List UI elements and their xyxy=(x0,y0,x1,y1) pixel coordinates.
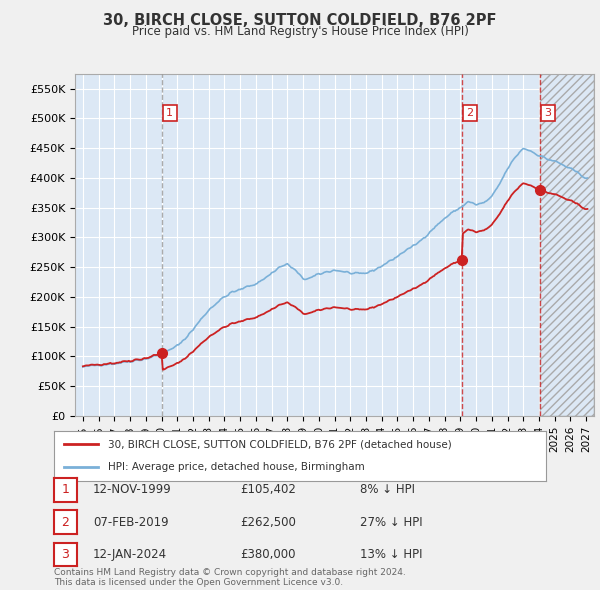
Text: 12-NOV-1999: 12-NOV-1999 xyxy=(93,483,172,496)
Text: £262,500: £262,500 xyxy=(240,516,296,529)
Text: 12-JAN-2024: 12-JAN-2024 xyxy=(93,548,167,561)
Text: 2: 2 xyxy=(467,108,474,118)
Text: 30, BIRCH CLOSE, SUTTON COLDFIELD, B76 2PF: 30, BIRCH CLOSE, SUTTON COLDFIELD, B76 2… xyxy=(103,13,497,28)
Text: 8% ↓ HPI: 8% ↓ HPI xyxy=(360,483,415,496)
Text: £380,000: £380,000 xyxy=(240,548,296,561)
Text: £105,402: £105,402 xyxy=(240,483,296,496)
Text: 30, BIRCH CLOSE, SUTTON COLDFIELD, B76 2PF (detached house): 30, BIRCH CLOSE, SUTTON COLDFIELD, B76 2… xyxy=(108,439,452,449)
Text: Price paid vs. HM Land Registry's House Price Index (HPI): Price paid vs. HM Land Registry's House … xyxy=(131,25,469,38)
Text: HPI: Average price, detached house, Birmingham: HPI: Average price, detached house, Birm… xyxy=(108,463,365,473)
Text: 1: 1 xyxy=(61,483,70,496)
Text: 3: 3 xyxy=(544,108,551,118)
Bar xyxy=(539,74,594,416)
Bar xyxy=(539,74,594,416)
Text: 13% ↓ HPI: 13% ↓ HPI xyxy=(360,548,422,561)
Text: 3: 3 xyxy=(61,548,70,561)
Text: 2: 2 xyxy=(61,516,70,529)
Text: 27% ↓ HPI: 27% ↓ HPI xyxy=(360,516,422,529)
Text: 1: 1 xyxy=(166,108,173,118)
Text: Contains HM Land Registry data © Crown copyright and database right 2024.
This d: Contains HM Land Registry data © Crown c… xyxy=(54,568,406,587)
Text: 07-FEB-2019: 07-FEB-2019 xyxy=(93,516,169,529)
